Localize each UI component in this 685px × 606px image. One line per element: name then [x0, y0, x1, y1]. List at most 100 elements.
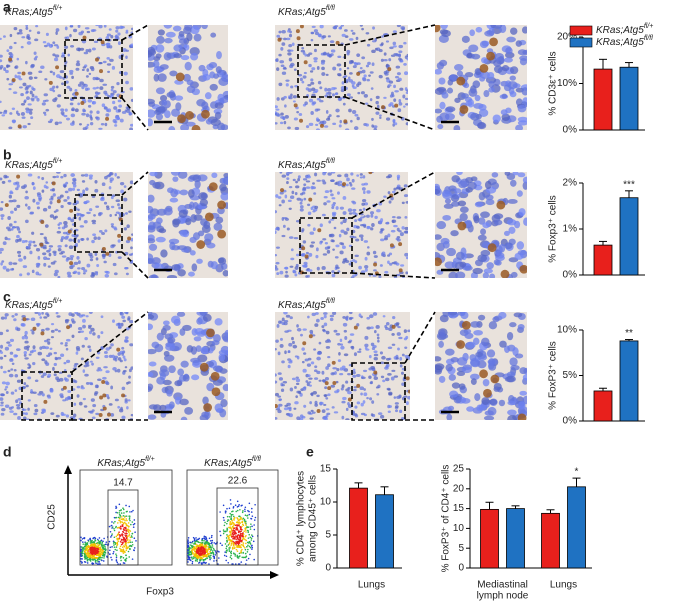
event-dot — [128, 535, 130, 537]
event-dot — [220, 535, 222, 537]
nucleus — [515, 125, 523, 132]
event-dot — [187, 545, 189, 547]
nucleus — [283, 225, 286, 228]
nucleus — [290, 86, 293, 89]
nucleus — [181, 55, 190, 60]
nucleus — [332, 248, 335, 250]
nucleus — [191, 374, 199, 380]
x-tick-label: Lungs — [358, 580, 385, 591]
y-tick-label: 5 — [325, 530, 331, 541]
nucleus — [17, 380, 21, 383]
nucleus — [273, 210, 277, 213]
nucleus — [306, 180, 310, 182]
nucleus — [128, 211, 131, 213]
event-dot — [99, 544, 101, 546]
y-tick-label: 0 — [325, 563, 331, 574]
nucleus — [324, 394, 327, 397]
nucleus — [478, 315, 485, 321]
event-dot — [240, 561, 242, 563]
nucleus — [314, 323, 318, 327]
event-dot — [210, 555, 212, 557]
nucleus — [301, 81, 304, 84]
nucleus — [287, 227, 290, 230]
nucleus — [340, 230, 344, 233]
nucleus — [26, 85, 30, 89]
nucleus — [486, 199, 495, 205]
nucleus — [320, 240, 323, 242]
event-dot — [127, 528, 129, 530]
nucleus — [404, 71, 408, 75]
event-dot — [247, 530, 249, 532]
nucleus — [85, 362, 89, 365]
nucleus — [311, 241, 315, 243]
nucleus — [50, 71, 53, 73]
bar — [481, 509, 499, 568]
nucleus — [347, 373, 351, 375]
event-dot — [245, 553, 247, 555]
nucleus — [131, 233, 134, 235]
nucleus — [304, 264, 307, 268]
nucleus — [352, 32, 356, 35]
nucleus — [350, 120, 353, 123]
nucleus — [284, 405, 288, 407]
nucleus — [337, 63, 342, 66]
flow-y-label: CD25 — [47, 504, 58, 530]
event-dot — [109, 553, 111, 555]
nucleus — [65, 319, 70, 322]
nucleus — [45, 109, 49, 112]
nucleus — [316, 108, 320, 110]
nucleus — [370, 382, 373, 384]
nucleus — [317, 267, 320, 271]
legend-swatch — [570, 38, 592, 47]
nucleus — [181, 417, 188, 423]
nucleus — [194, 34, 202, 42]
stained-cell — [518, 414, 527, 423]
nucleus — [291, 248, 294, 251]
event-dot — [95, 540, 97, 542]
event-dot — [126, 548, 128, 550]
event-dot — [199, 548, 201, 550]
nucleus — [156, 36, 165, 44]
stained-cell — [390, 243, 394, 247]
nucleus — [292, 42, 295, 46]
nucleus — [302, 361, 305, 363]
stained-cell — [496, 201, 505, 210]
event-dot — [126, 520, 128, 522]
nucleus — [0, 366, 3, 369]
nucleus — [33, 345, 36, 349]
event-dot — [231, 524, 233, 526]
event-dot — [212, 550, 214, 552]
nucleus — [352, 375, 356, 378]
event-dot — [114, 530, 116, 532]
nucleus — [325, 190, 329, 193]
event-dot — [239, 531, 241, 533]
stained-cell — [63, 386, 67, 390]
nucleus — [303, 75, 307, 78]
nucleus — [518, 324, 525, 330]
nucleus — [15, 182, 19, 185]
event-dot — [226, 523, 228, 525]
nucleus — [67, 375, 71, 378]
event-dot — [232, 548, 234, 550]
event-dot — [113, 542, 115, 544]
event-dot — [239, 509, 241, 511]
nucleus — [105, 380, 109, 384]
nucleus — [342, 384, 345, 388]
nucleus — [337, 191, 340, 194]
nucleus — [52, 90, 55, 93]
nucleus — [400, 232, 404, 236]
nucleus — [292, 378, 296, 381]
nucleus — [42, 189, 45, 192]
nucleus — [335, 244, 339, 247]
event-dot — [196, 551, 198, 553]
micrograph — [143, 169, 232, 280]
nucleus — [312, 101, 316, 104]
nucleus — [160, 64, 169, 70]
nucleus — [339, 373, 343, 375]
event-dot — [243, 537, 245, 539]
nucleus — [304, 101, 308, 105]
nucleus — [128, 375, 131, 378]
nucleus — [49, 44, 53, 48]
event-dot — [120, 515, 122, 517]
nucleus — [68, 396, 71, 399]
